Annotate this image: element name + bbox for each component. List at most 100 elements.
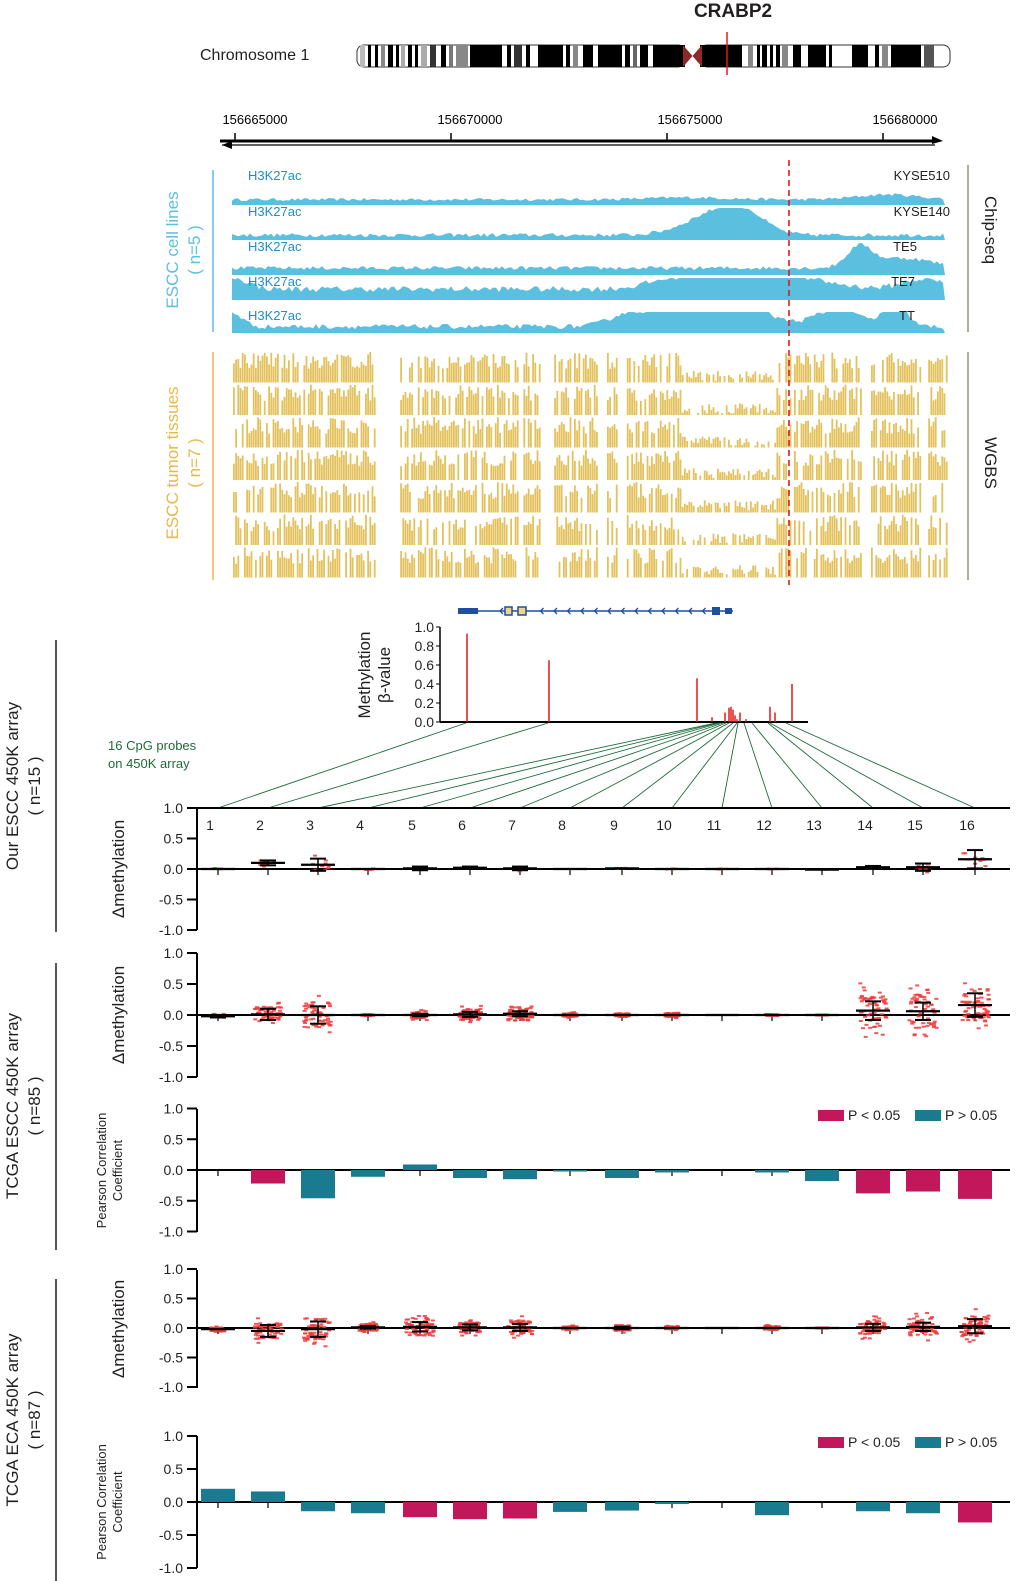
wgbs-bar (534, 460, 537, 480)
wgbs-bar (849, 525, 851, 545)
wgbs-bar (945, 548, 948, 578)
data-point (777, 1325, 782, 1328)
data-point (530, 1329, 535, 1332)
wgbs-bar (631, 392, 633, 415)
wgbs-bar (444, 490, 446, 513)
wgbs-bar (901, 559, 904, 578)
data-point (258, 1322, 263, 1325)
wgbs-bar (356, 366, 358, 383)
data-point (327, 1329, 332, 1332)
data-point (326, 1023, 331, 1026)
data-point (508, 1008, 513, 1011)
wgbs-bar (824, 560, 827, 578)
wgbs-bar (279, 428, 281, 448)
probe-number-label: 9 (610, 817, 618, 833)
wgbs-bar (820, 526, 823, 545)
wgbs-bar (534, 552, 537, 578)
wgbs-bar (347, 527, 350, 545)
wgbs-bar (492, 396, 495, 415)
wgbs-bar (420, 452, 422, 480)
data-point (971, 1017, 976, 1020)
wgbs-bar (290, 526, 292, 545)
wgbs-bar (635, 422, 638, 448)
data-point (460, 1017, 465, 1020)
wgbs-bar (802, 488, 805, 513)
wgbs-bar (461, 487, 464, 513)
data-point (570, 1328, 575, 1331)
wgbs-bar (277, 353, 279, 383)
beta-ylabel-line1: Methylation (355, 632, 374, 719)
wgbs-bar (875, 418, 878, 448)
wgbs-bar (406, 483, 409, 513)
wgbs-bar (811, 426, 814, 448)
wgbs-bar (589, 524, 592, 545)
wgbs-bar (697, 540, 699, 545)
wgbs-bar (340, 355, 343, 383)
wgbs-bar (794, 486, 796, 513)
data-point (253, 1333, 258, 1336)
wgbs-bar (310, 427, 312, 448)
wgbs-bar (417, 424, 420, 448)
wgbs-bar (400, 426, 402, 448)
data-point (986, 1016, 991, 1019)
data-point (884, 1007, 889, 1010)
wgbs-bar (299, 563, 301, 578)
wgbs-bar (426, 420, 429, 448)
wgbs-bar (312, 494, 314, 513)
probe-connector-line (721, 722, 739, 809)
wgbs-bar (633, 464, 636, 480)
wgbs-bar (257, 466, 259, 480)
wgbs-bar (345, 451, 347, 480)
wgbs-bar (611, 426, 614, 448)
data-point (423, 1333, 428, 1336)
wgbs-bar (593, 361, 596, 383)
wgbs-bar (347, 428, 350, 448)
wgbs-bar (934, 361, 937, 383)
data-point (985, 1316, 990, 1319)
wgbs-bar (840, 458, 842, 480)
data-point (519, 1327, 524, 1330)
wgbs-bar (233, 387, 235, 415)
wgbs-bar (417, 387, 420, 415)
data-point (983, 1020, 988, 1023)
data-point (318, 1337, 323, 1340)
wgbs-bar (233, 556, 235, 578)
wgbs-bar (285, 387, 288, 415)
wgbs-bar (483, 494, 486, 513)
wgbs-bar (917, 561, 919, 578)
data-point (476, 1018, 481, 1021)
y-tick-label: -0.5 (159, 1527, 183, 1543)
wgbs-bar (637, 497, 640, 513)
chipseq-track-mark: H3K27ac (248, 204, 302, 219)
wgbs-bar (785, 389, 787, 415)
wgbs-bar (849, 562, 851, 578)
wgbs-bar (563, 464, 565, 480)
wgbs-bar (800, 551, 803, 578)
wgbs-bar (428, 548, 431, 578)
wgbs-bar (677, 398, 680, 415)
data-point (930, 1323, 935, 1326)
chromosome-band (875, 45, 879, 67)
wgbs-bar (692, 468, 695, 480)
chromosome-band (891, 45, 921, 67)
wgbs-bar (508, 364, 510, 383)
data-point (874, 1320, 879, 1323)
data-point (359, 1323, 364, 1326)
wgbs-bar (908, 433, 911, 448)
wgbs-bar (895, 554, 897, 578)
wgbs-bar (615, 547, 618, 578)
data-point (863, 997, 868, 1000)
wgbs-bar (829, 496, 831, 513)
wgbs-bar (684, 409, 686, 415)
data-point (506, 1014, 511, 1017)
data-point (858, 1332, 863, 1335)
wgbs-bar (329, 365, 332, 383)
wgbs-bar (717, 371, 719, 383)
data-point (302, 1336, 307, 1339)
data-point (516, 1319, 521, 1322)
wgbs-bar (882, 562, 884, 578)
wgbs-bar (437, 559, 440, 578)
wgbs-bar (679, 488, 682, 513)
data-point (982, 1012, 987, 1015)
wgbs-bar (268, 386, 270, 415)
